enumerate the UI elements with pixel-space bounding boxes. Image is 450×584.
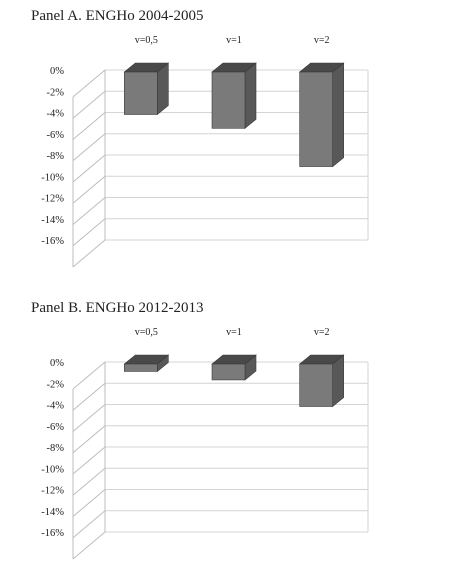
panel-b-side-gridline: [72, 489, 106, 517]
panel-b-category-label: v=2: [314, 327, 330, 338]
panel-a-side-gridline: [72, 133, 106, 162]
panel-b-side-gridline: [72, 446, 106, 475]
panel-b-side-gridline: [72, 361, 106, 390]
panel-b: Panel B. ENGHo 2012-2013 0% -2% -4% -6% -8% -…: [0, 292, 450, 584]
panel-a-side-gridline: [72, 175, 106, 204]
panel-a-side-gridline: [72, 197, 106, 225]
panel-a: Panel A. ENGHo 2004-2005 0% -2% -4% -6% -8% -…: [31, 8, 369, 268]
panel-a-y-tick-label: -2%: [47, 87, 65, 98]
panel-b-y-tick-label: 0%: [50, 358, 64, 369]
panel-a-bar: [298, 62, 345, 168]
panel-b-side-gridline: [72, 467, 106, 496]
panel-a-category-label: v=0,5: [135, 35, 158, 46]
panel-b-side-gridline: [72, 425, 106, 454]
panel-a-side-gridline: [72, 154, 106, 183]
panel-a-y-tick-label: -16%: [41, 236, 64, 247]
panel-a-side-gridline: [72, 218, 106, 247]
panel-b-bar: [211, 354, 257, 381]
panel-b-side-gridline: [72, 531, 106, 560]
panel-b-y-tick-label: -2%: [47, 379, 65, 390]
panel-a-side-gridline: [72, 112, 106, 140]
panel-a-y-tick-label: -4%: [47, 109, 65, 120]
panel-a-title: Panel A. ENGHo 2004-2005: [31, 8, 204, 24]
panel-b-y-tick-label: -12%: [41, 486, 64, 497]
panel-b-side-gridline: [72, 510, 106, 539]
panel-b-category-label: v=0,5: [135, 327, 158, 338]
panel-a-y-tick-label: -8%: [47, 151, 65, 162]
panel-a-side-gridline: [72, 90, 106, 119]
panel-b-title: Panel B. ENGHo 2012-2013: [31, 300, 204, 316]
panel-b-y-tick-label: -16%: [41, 528, 64, 539]
panel-a-side-gridline: [72, 69, 106, 98]
panel-a-y-tick-label: -10%: [41, 172, 64, 183]
panel-a-bar: [123, 62, 170, 116]
panel-b-side-gridline: [72, 404, 106, 432]
panel-b-bar: [123, 354, 170, 373]
panel-b-side-gridline: [72, 382, 106, 411]
panel-a-y-tick-label: -14%: [41, 215, 64, 226]
panel-b-y-tick-label: -4%: [47, 401, 65, 412]
panel-a-category-label: v=1: [226, 35, 242, 46]
panel-b-y-tick-label: -14%: [41, 507, 64, 518]
panel-b-chart: 0% -2% -4% -6% -8% -10% -12% -14% -16% v=0,5 v=1 v=…: [41, 327, 369, 560]
panel-a-bar: [211, 62, 257, 129]
panel-b-y-tick-label: -8%: [47, 443, 65, 454]
panel-a-side-gridline: [72, 239, 106, 268]
panel-b-y-tick-label: -10%: [41, 464, 64, 475]
panel-a-chart: 0% -2% -4% -6% -8% -10% -12% -14% -16% v=0,5 v=1 v=…: [41, 35, 369, 268]
panel-a-y-tick-label: -12%: [41, 194, 64, 205]
panel-a-category-label: v=2: [314, 35, 330, 46]
panel-a-y-tick-label: -6%: [47, 130, 65, 141]
panel-b-category-label: v=1: [226, 327, 242, 338]
panel-b-bar: [298, 354, 345, 408]
panel-a-y-tick-label: 0%: [50, 66, 64, 77]
panel-b-y-tick-label: -6%: [47, 422, 65, 433]
